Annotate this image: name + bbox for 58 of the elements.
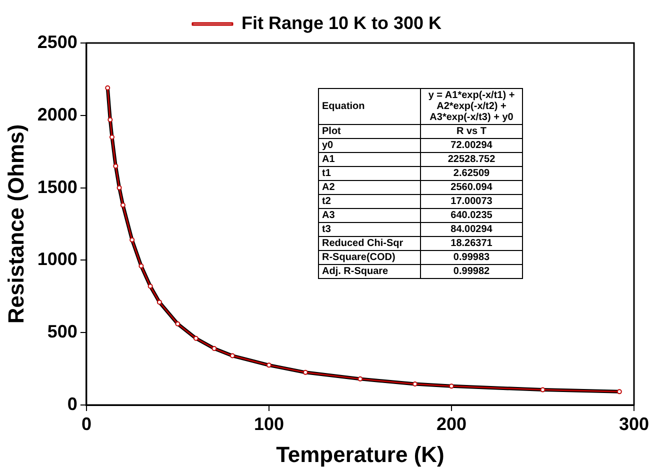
point <box>193 336 198 341</box>
annotation: Adj. R-Square <box>318 264 420 278</box>
annotation: y0 <box>318 138 420 152</box>
point <box>130 237 135 242</box>
annotation: 2560.094 <box>420 180 522 194</box>
annotation: Equation <box>318 88 420 124</box>
annotation: R vs T <box>420 124 522 138</box>
y-tick-label: 2500 <box>37 32 78 52</box>
x-tick-label: 300 <box>618 414 650 434</box>
point <box>138 263 144 268</box>
y-tick-label: 1500 <box>37 176 78 197</box>
legend-label: Fit Range 10 K to 300 K <box>241 12 442 33</box>
annotation: 22528.752 <box>420 152 522 166</box>
y-tick-label: 1000 <box>37 249 78 270</box>
annotation: y = A1*exp(-x/t1) + A2*exp(-x/t2) + A3*exp(-x/t3) + y0 <box>420 88 522 124</box>
annotation: A2 <box>318 180 420 194</box>
x-tick-label: 200 <box>436 414 467 434</box>
point <box>212 346 217 352</box>
annotation: Reduced Chi-Sqr <box>318 236 420 250</box>
annotation: 72.00294 <box>420 138 522 152</box>
annotation: A1 <box>318 152 420 166</box>
annotation: 2.62509 <box>420 166 522 180</box>
annotation: 0.99983 <box>420 250 522 264</box>
point <box>113 164 118 169</box>
point <box>109 134 114 140</box>
annotation: t3 <box>318 222 420 236</box>
point <box>175 321 180 326</box>
point <box>148 284 153 289</box>
point <box>266 362 272 368</box>
point <box>448 384 454 389</box>
point <box>616 389 622 394</box>
x-axis-title: Temperature (K) <box>276 442 444 467</box>
annotation: 17.00073 <box>420 194 522 208</box>
point <box>116 185 122 190</box>
point <box>105 85 110 90</box>
point <box>120 202 126 208</box>
x-tick-label: 0 <box>81 414 92 434</box>
point <box>302 370 308 375</box>
point <box>230 353 235 358</box>
point <box>540 387 546 392</box>
y-tick-label: 0 <box>67 394 78 414</box>
point <box>358 376 363 382</box>
point <box>412 382 418 387</box>
y-tick-label: 500 <box>47 322 78 342</box>
y-axis-title: Resistance (Ohms) <box>3 124 28 324</box>
annotation: 0.99982 <box>420 264 522 278</box>
x-tick-label: 100 <box>254 414 284 434</box>
annotation: A3 <box>318 208 420 222</box>
annotation: R-Square(COD) <box>318 250 420 264</box>
point <box>108 117 113 122</box>
y-tick-label: 2000 <box>37 104 78 124</box>
annotation: t2 <box>318 194 420 208</box>
annotation: 18.26371 <box>420 236 522 250</box>
annotation: 640.0235 <box>420 208 522 222</box>
annotation: 84.00294 <box>420 222 522 236</box>
annotation: t1 <box>318 166 420 180</box>
annotation: Plot <box>318 124 420 138</box>
point <box>156 300 162 305</box>
